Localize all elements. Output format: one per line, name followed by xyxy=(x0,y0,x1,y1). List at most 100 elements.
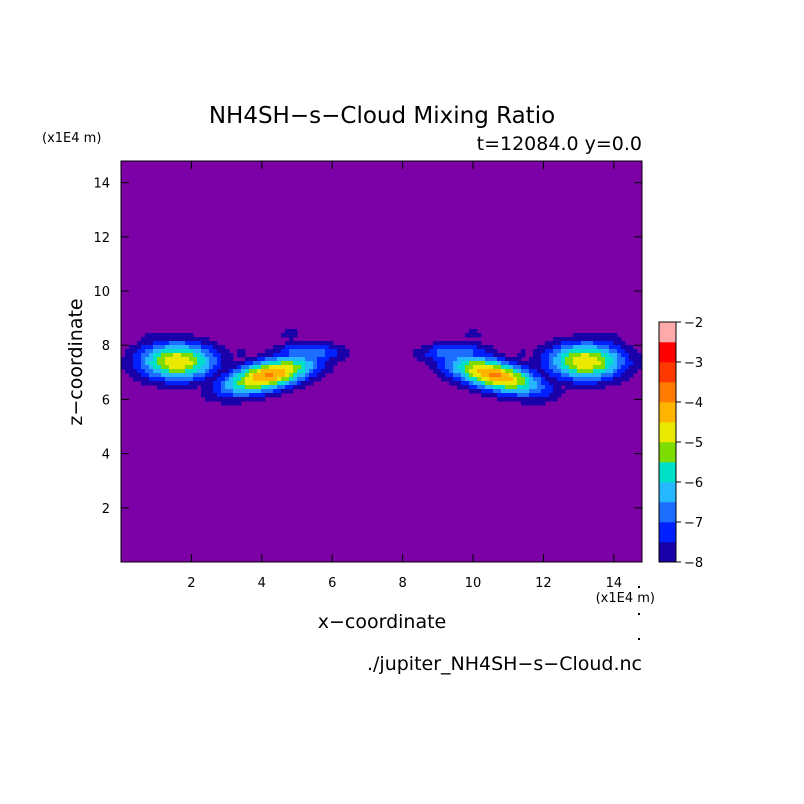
contour-cell xyxy=(453,361,458,366)
contour-cell xyxy=(505,393,510,398)
contour-cell xyxy=(529,373,534,378)
contour-cell xyxy=(237,349,242,354)
contour-cell xyxy=(221,393,226,398)
contour-cell xyxy=(269,369,274,374)
contour-cell xyxy=(221,385,226,390)
contour-cell xyxy=(453,377,458,382)
contour-cell xyxy=(485,381,490,386)
contour-cell xyxy=(201,373,206,378)
contour-cell xyxy=(141,381,146,386)
contour-cell xyxy=(285,361,290,366)
contour-cell xyxy=(237,369,242,374)
contour-cell xyxy=(521,393,526,398)
contour-cell xyxy=(193,381,198,386)
contour-cell xyxy=(521,365,526,370)
contour-cell xyxy=(517,365,522,370)
contour-cell xyxy=(237,401,242,406)
contour-cell xyxy=(513,361,518,366)
contour-cell xyxy=(433,345,438,350)
contour-cell xyxy=(453,369,458,374)
contour-cell xyxy=(185,357,190,362)
contour-cell xyxy=(517,357,522,362)
marker-dot xyxy=(638,613,640,615)
contour-cell xyxy=(433,353,438,358)
contour-cell xyxy=(293,329,298,334)
contour-cell xyxy=(241,353,246,358)
contour-cell xyxy=(461,385,466,390)
contour-cell xyxy=(493,373,498,378)
contour-cell xyxy=(253,377,258,382)
contour-cell xyxy=(629,373,634,378)
contour-cell xyxy=(173,385,178,390)
contour-cell xyxy=(481,361,486,366)
contour-cell xyxy=(517,373,522,378)
contour-cell xyxy=(565,361,570,366)
contour-cell xyxy=(137,357,142,362)
contour-cell xyxy=(521,373,526,378)
contour-cell xyxy=(257,357,262,362)
contour-cell xyxy=(293,341,298,346)
contour-cell xyxy=(169,337,174,342)
contour-cell xyxy=(581,385,586,390)
contour-cell xyxy=(473,353,478,358)
contour-cell xyxy=(213,341,218,346)
contour-cell xyxy=(557,345,562,350)
contour-cell xyxy=(581,345,586,350)
contour-cell xyxy=(157,345,162,350)
contour-cell xyxy=(601,381,606,386)
y-tick-label: 12 xyxy=(93,231,110,246)
contour-cell xyxy=(329,361,334,366)
contour-cell xyxy=(501,357,506,362)
contour-cell xyxy=(605,333,610,338)
contour-cell xyxy=(249,393,254,398)
contour-cell xyxy=(225,349,230,354)
contour-cell xyxy=(265,361,270,366)
contour-cell xyxy=(273,393,278,398)
contour-cell xyxy=(553,381,558,386)
contour-cell xyxy=(449,349,454,354)
contour-cell xyxy=(209,381,214,386)
decorative-dots xyxy=(638,586,640,640)
contour-cell xyxy=(497,365,502,370)
contour-cell xyxy=(509,397,514,402)
colorbar-swatch xyxy=(659,362,676,383)
contour-cell xyxy=(197,349,202,354)
contour-cell xyxy=(237,389,242,394)
contour-cell xyxy=(289,337,294,342)
contour-cell xyxy=(173,345,178,350)
contour-cell xyxy=(509,389,514,394)
contour-cell xyxy=(173,337,178,342)
contour-cell xyxy=(453,353,458,358)
contour-cell xyxy=(173,381,178,386)
contour-cell xyxy=(265,385,270,390)
contour-cell xyxy=(225,361,230,366)
plot-frame xyxy=(120,160,643,563)
contour-cell xyxy=(177,381,182,386)
contour-cell xyxy=(529,369,534,374)
contour-cell xyxy=(313,341,318,346)
contour-cell xyxy=(609,373,614,378)
contour-cell xyxy=(601,337,606,342)
contour-cell xyxy=(125,353,130,358)
contour-cell xyxy=(521,377,526,382)
contour-cell xyxy=(285,373,290,378)
contour-cell xyxy=(345,353,350,358)
contour-cell xyxy=(445,349,450,354)
contour-cell xyxy=(193,337,198,342)
contour-cell xyxy=(609,333,614,338)
contour-cell xyxy=(533,385,538,390)
contour-cell xyxy=(621,341,626,346)
contour-cell xyxy=(601,385,606,390)
contour-cell xyxy=(225,357,230,362)
contour-cell xyxy=(133,365,138,370)
contour-cell xyxy=(529,365,534,370)
contour-cell xyxy=(597,353,602,358)
contour-cell xyxy=(597,373,602,378)
contour-cell xyxy=(261,393,266,398)
contour-cell xyxy=(121,361,126,366)
contour-cell xyxy=(617,349,622,354)
contour-cell xyxy=(341,353,346,358)
contour-cell xyxy=(481,385,486,390)
contour-cell xyxy=(145,369,150,374)
contour-cell xyxy=(185,353,190,358)
